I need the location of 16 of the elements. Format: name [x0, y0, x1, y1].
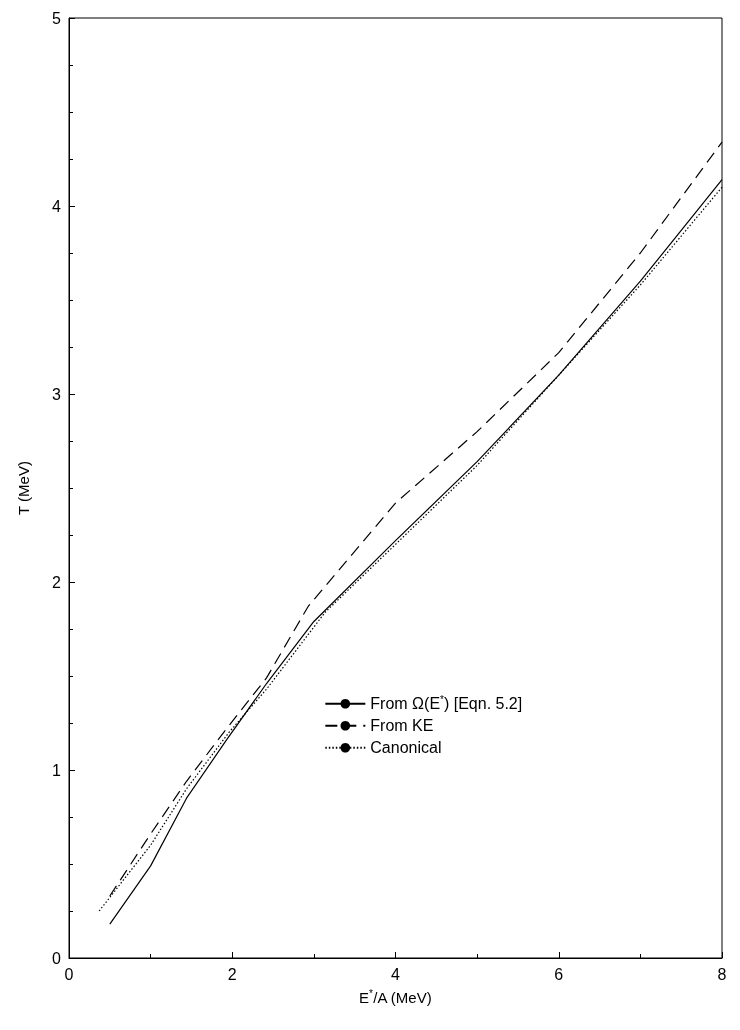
x-tick-label: 6 [554, 965, 564, 983]
x-tick-label: 4 [391, 965, 401, 983]
x-tick-label: 0 [64, 965, 74, 983]
legend-label: From KE [370, 717, 434, 735]
legend-label: From Ω(E*) [Eqn. 5.2] [370, 694, 523, 713]
y-tick-label: 3 [52, 385, 62, 403]
y-tick-label: 0 [52, 949, 62, 967]
y-axis-title: T (MeV) [15, 461, 32, 515]
legend-label: Canonical [370, 739, 442, 757]
y-tick-label: 4 [52, 197, 62, 215]
x-axis-title: E*/A (MeV) [358, 987, 432, 1006]
y-tick-label: 2 [52, 573, 62, 591]
y-tick-label: 1 [52, 761, 62, 779]
x-tick-label: 8 [717, 965, 727, 983]
y-tick-label: 5 [52, 9, 62, 27]
x-tick-label: 2 [227, 965, 237, 983]
